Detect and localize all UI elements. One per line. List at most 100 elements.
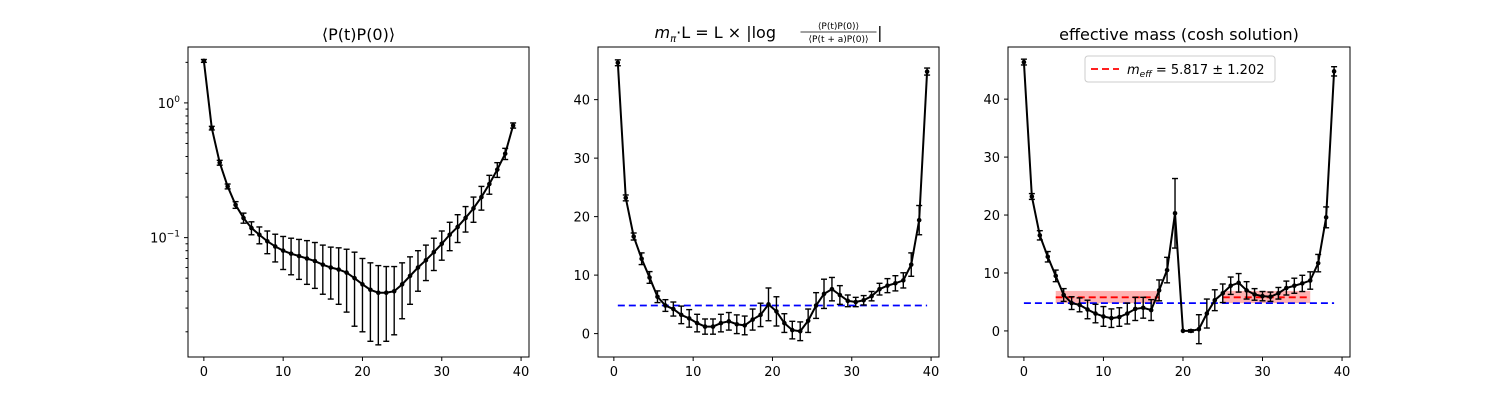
data-point xyxy=(225,184,230,189)
x-tick-label: 30 xyxy=(843,365,860,380)
chart-panel-3: 0 10 20 30 40 0 10 20 30 40 effective mass (cosh s… xyxy=(983,25,1351,380)
axes-frame xyxy=(187,46,530,358)
data-point xyxy=(924,69,930,74)
data-point xyxy=(1299,281,1305,286)
y-tick-label: 100 xyxy=(158,95,181,112)
data-point xyxy=(1132,306,1138,312)
chart-title: ⟨P(t)P(0)⟩ xyxy=(322,25,395,44)
plot-area xyxy=(614,59,931,342)
data-point xyxy=(383,290,389,296)
chart-panel-1: 0 10 20 30 40 100 10−1 ⟨P(t)P(0)⟩ xyxy=(150,25,530,380)
data-point xyxy=(272,244,278,249)
x-tick-label: 40 xyxy=(1334,365,1351,380)
data-point xyxy=(1053,273,1059,279)
data-point xyxy=(1204,311,1210,316)
data-point xyxy=(249,225,254,231)
data-point xyxy=(813,303,819,308)
y-tick-label: 0 xyxy=(582,328,590,343)
title-fraction-numerator: ⟨P(t)P(0)⟩ xyxy=(818,22,859,32)
x-tick-label: 30 xyxy=(433,365,450,380)
x-tick-label: 10 xyxy=(1095,365,1112,380)
series-line xyxy=(202,60,515,294)
data-point xyxy=(1037,233,1043,238)
y-tick-label: 30 xyxy=(983,151,1000,166)
data-point xyxy=(336,267,341,272)
data-point xyxy=(710,324,716,329)
x-tick-label: 10 xyxy=(685,365,702,380)
data-point xyxy=(423,257,429,263)
data-point xyxy=(1252,292,1257,297)
axes-frame xyxy=(1007,46,1351,358)
data-point xyxy=(1236,280,1241,286)
y-tick-label: 20 xyxy=(573,211,590,226)
data-point xyxy=(1045,254,1051,260)
data-point xyxy=(837,292,843,298)
data-point xyxy=(1109,315,1114,321)
data-point xyxy=(233,202,238,208)
data-point xyxy=(209,125,215,131)
data-point xyxy=(639,256,644,262)
y-tick-label: 10 xyxy=(983,267,1000,282)
chart-title: mπ·L = L × |log | xyxy=(655,23,883,45)
y-tick-label: 10−1 xyxy=(150,230,180,247)
data-point xyxy=(663,303,668,308)
data-point xyxy=(1101,314,1106,319)
data-point xyxy=(1307,278,1313,283)
x-tick-label: 30 xyxy=(1254,365,1271,380)
data-point xyxy=(479,194,484,200)
x-tick-label: 0 xyxy=(200,365,208,380)
data-point xyxy=(718,320,724,326)
data-point xyxy=(750,317,755,322)
x-tick-label: 0 xyxy=(1020,365,1028,380)
data-point xyxy=(391,288,397,294)
data-point xyxy=(766,302,771,307)
data-point xyxy=(885,283,890,288)
series-line xyxy=(616,62,929,333)
data-point xyxy=(789,327,795,333)
data-point xyxy=(257,232,262,238)
data-point xyxy=(893,281,898,286)
data-point xyxy=(671,306,676,312)
data-point xyxy=(1180,328,1186,334)
data-point xyxy=(312,258,318,264)
data-point xyxy=(328,265,334,270)
data-point xyxy=(647,275,652,280)
data-point xyxy=(376,290,381,296)
data-point xyxy=(916,217,922,223)
data-point xyxy=(869,293,874,299)
data-point xyxy=(1125,311,1130,316)
data-point xyxy=(1244,288,1249,293)
data-point xyxy=(901,278,906,283)
data-point xyxy=(1260,293,1265,299)
data-point xyxy=(758,312,763,318)
x-tick-label: 20 xyxy=(354,365,371,380)
y-tick-label: 40 xyxy=(983,93,1000,108)
data-point xyxy=(623,195,629,201)
data-point xyxy=(694,320,700,326)
chart-title: effective mass (cosh solution) xyxy=(1059,25,1299,44)
chart-panel-2: 0 10 20 30 40 0 10 20 30 40 mπ·L = L × |log |⟨P(t)… xyxy=(573,22,940,380)
data-point xyxy=(304,256,310,261)
y-tick-label: 0 xyxy=(992,325,1000,340)
data-point xyxy=(487,181,492,187)
data-point xyxy=(829,286,835,292)
data-point xyxy=(360,282,365,287)
data-point xyxy=(615,60,621,66)
data-point xyxy=(344,270,349,275)
data-point xyxy=(805,318,811,324)
y-tick-label: 20 xyxy=(983,209,1000,224)
x-tick-label: 0 xyxy=(610,365,618,380)
data-point xyxy=(631,234,636,239)
data-point xyxy=(431,249,437,255)
data-point xyxy=(734,321,740,327)
data-point xyxy=(1061,292,1066,298)
data-point xyxy=(702,324,708,329)
data-point xyxy=(1284,285,1289,291)
data-point xyxy=(471,206,476,211)
legend-frame xyxy=(1084,55,1276,83)
data-point xyxy=(510,123,516,128)
x-tick-label: 40 xyxy=(923,365,940,380)
data-point xyxy=(280,248,286,253)
axes-frame xyxy=(597,46,940,358)
